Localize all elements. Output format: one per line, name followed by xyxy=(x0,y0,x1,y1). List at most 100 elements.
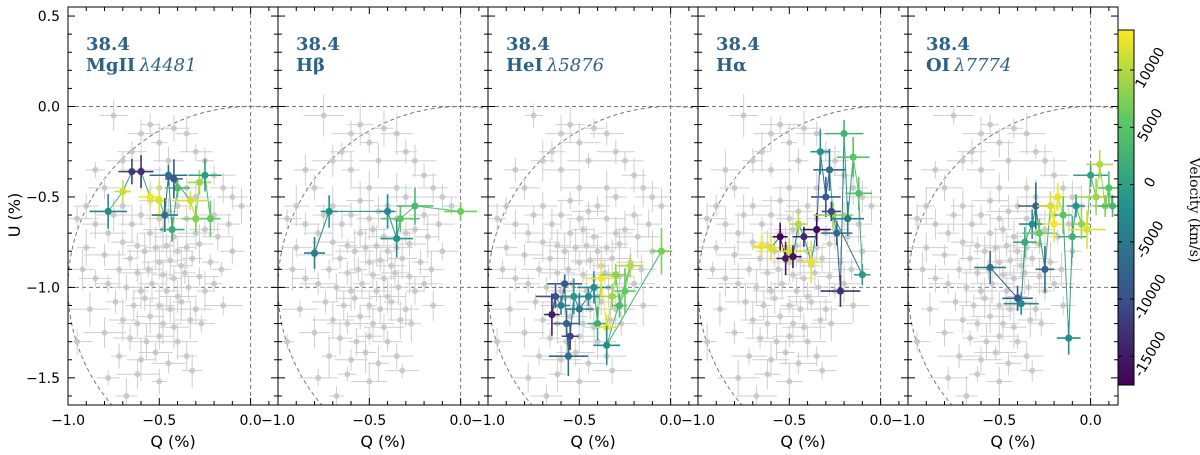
background-point xyxy=(134,320,141,327)
reference-circle xyxy=(488,106,698,405)
panel-line-name: OI xyxy=(926,55,950,76)
data-point xyxy=(840,130,848,138)
data-point xyxy=(104,207,112,216)
background-point xyxy=(1041,157,1048,164)
background-point xyxy=(749,316,756,323)
background-point xyxy=(558,166,565,173)
background-point xyxy=(326,353,333,360)
background-point xyxy=(576,215,583,222)
panel-plot-area xyxy=(488,7,698,405)
background-point xyxy=(959,203,966,209)
background-point xyxy=(974,242,981,249)
background-point xyxy=(1054,233,1061,240)
panel-line-wavelength: λ4481 xyxy=(138,55,196,76)
background-point xyxy=(716,306,723,313)
background-point xyxy=(585,157,592,164)
data-point xyxy=(807,258,815,266)
background-point xyxy=(229,193,236,200)
background-point xyxy=(981,295,988,302)
background-point xyxy=(558,288,565,295)
panel-plot-area xyxy=(278,7,488,405)
background-point xyxy=(424,233,431,240)
background-point xyxy=(357,230,364,237)
background-point xyxy=(530,212,537,219)
background-point xyxy=(753,392,760,399)
background-point xyxy=(576,378,583,385)
background-point xyxy=(351,295,358,302)
background-point xyxy=(603,130,610,137)
background-point xyxy=(561,248,568,255)
data-point xyxy=(570,292,578,301)
background-point xyxy=(174,203,181,209)
background-point xyxy=(178,262,185,269)
series-connector xyxy=(387,211,398,239)
background-point xyxy=(494,215,501,222)
background-point xyxy=(1023,353,1030,360)
background-point xyxy=(786,333,793,340)
background-point xyxy=(1005,157,1012,164)
background-point xyxy=(640,184,647,191)
data-point xyxy=(789,253,797,261)
background-point xyxy=(779,280,785,287)
background-point xyxy=(914,338,921,345)
background-point xyxy=(406,240,413,247)
data-point xyxy=(1096,160,1104,168)
background-point xyxy=(329,157,336,164)
series-connector xyxy=(819,151,827,198)
background-point xyxy=(284,338,291,345)
background-point xyxy=(302,275,309,282)
data-point xyxy=(1013,294,1022,302)
data-point xyxy=(855,189,863,197)
background-point xyxy=(344,320,351,327)
background-point xyxy=(996,215,1003,222)
background-point xyxy=(722,166,729,173)
background-point xyxy=(391,269,398,276)
x-axis-label: Q (%) xyxy=(360,432,405,451)
background-point xyxy=(621,157,628,164)
colorbar-gradient xyxy=(1117,29,1135,386)
background-point xyxy=(768,288,775,295)
background-point xyxy=(211,280,218,287)
background-point xyxy=(859,248,866,255)
background-point xyxy=(110,212,117,219)
x-tick-label: 0.0 xyxy=(449,413,471,429)
series-connector xyxy=(171,187,179,230)
background-point xyxy=(658,203,665,209)
background-point xyxy=(393,130,400,137)
background-point xyxy=(377,257,384,264)
series-connector xyxy=(140,171,151,198)
data-point xyxy=(1068,233,1076,241)
background-point xyxy=(525,374,532,381)
data-point xyxy=(593,319,602,328)
background-point xyxy=(92,221,99,228)
data-point xyxy=(986,263,994,272)
background-point xyxy=(123,284,130,291)
background-point xyxy=(156,302,163,309)
panel-line-name: Hβ xyxy=(296,55,325,76)
background-point xyxy=(638,266,645,273)
background-point xyxy=(149,280,155,287)
background-point xyxy=(758,148,765,155)
background-point xyxy=(320,212,327,219)
data-point xyxy=(192,215,200,223)
background-point xyxy=(735,280,742,287)
background-point xyxy=(187,316,194,323)
background-point xyxy=(1032,306,1039,313)
background-point xyxy=(159,271,166,278)
background-point xyxy=(992,349,999,356)
background-point xyxy=(512,275,519,282)
data-point xyxy=(794,220,803,228)
background-point xyxy=(548,148,555,155)
background-point xyxy=(579,271,586,278)
background-point xyxy=(105,280,112,287)
x-axis-label: Q (%) xyxy=(990,432,1035,451)
background-point xyxy=(735,374,742,381)
reference-circle xyxy=(698,106,908,405)
background-point xyxy=(855,221,862,228)
panel-line-wavelength: λ5876 xyxy=(546,55,604,76)
background-point xyxy=(417,259,424,266)
background-point xyxy=(156,139,163,146)
panel-2: −1.0 −0.5 0.0 Q (%) 38.4Hβ xyxy=(261,6,489,451)
background-point xyxy=(609,367,616,374)
background-point xyxy=(399,255,406,262)
